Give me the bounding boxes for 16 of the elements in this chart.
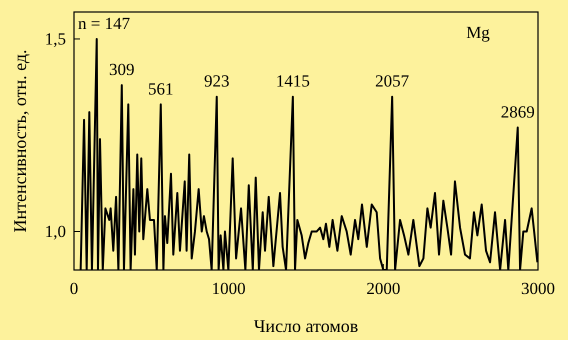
x-axis-title: Число атомов [254, 316, 358, 336]
x-tick-label: 0 [70, 279, 78, 298]
annotation: 309 [109, 60, 135, 80]
annotation: 2057 [375, 72, 410, 91]
x-tick-label: 3000 [521, 279, 555, 298]
y-axis-title: Интенсивность, отн. ед. [10, 49, 30, 233]
annotation: 561 [148, 79, 174, 98]
annotation: 1415 [276, 72, 310, 91]
annotation: n = 147 [78, 14, 131, 33]
annotation: Mg [466, 23, 490, 42]
annotation: 923 [204, 72, 230, 91]
x-tick-label: 2000 [366, 279, 400, 298]
y-tick-label: 1,5 [44, 29, 66, 48]
y-tick-label: 1,0 [44, 222, 66, 241]
annotation: 2869 [500, 102, 535, 122]
x-tick-label: 1000 [212, 279, 246, 298]
